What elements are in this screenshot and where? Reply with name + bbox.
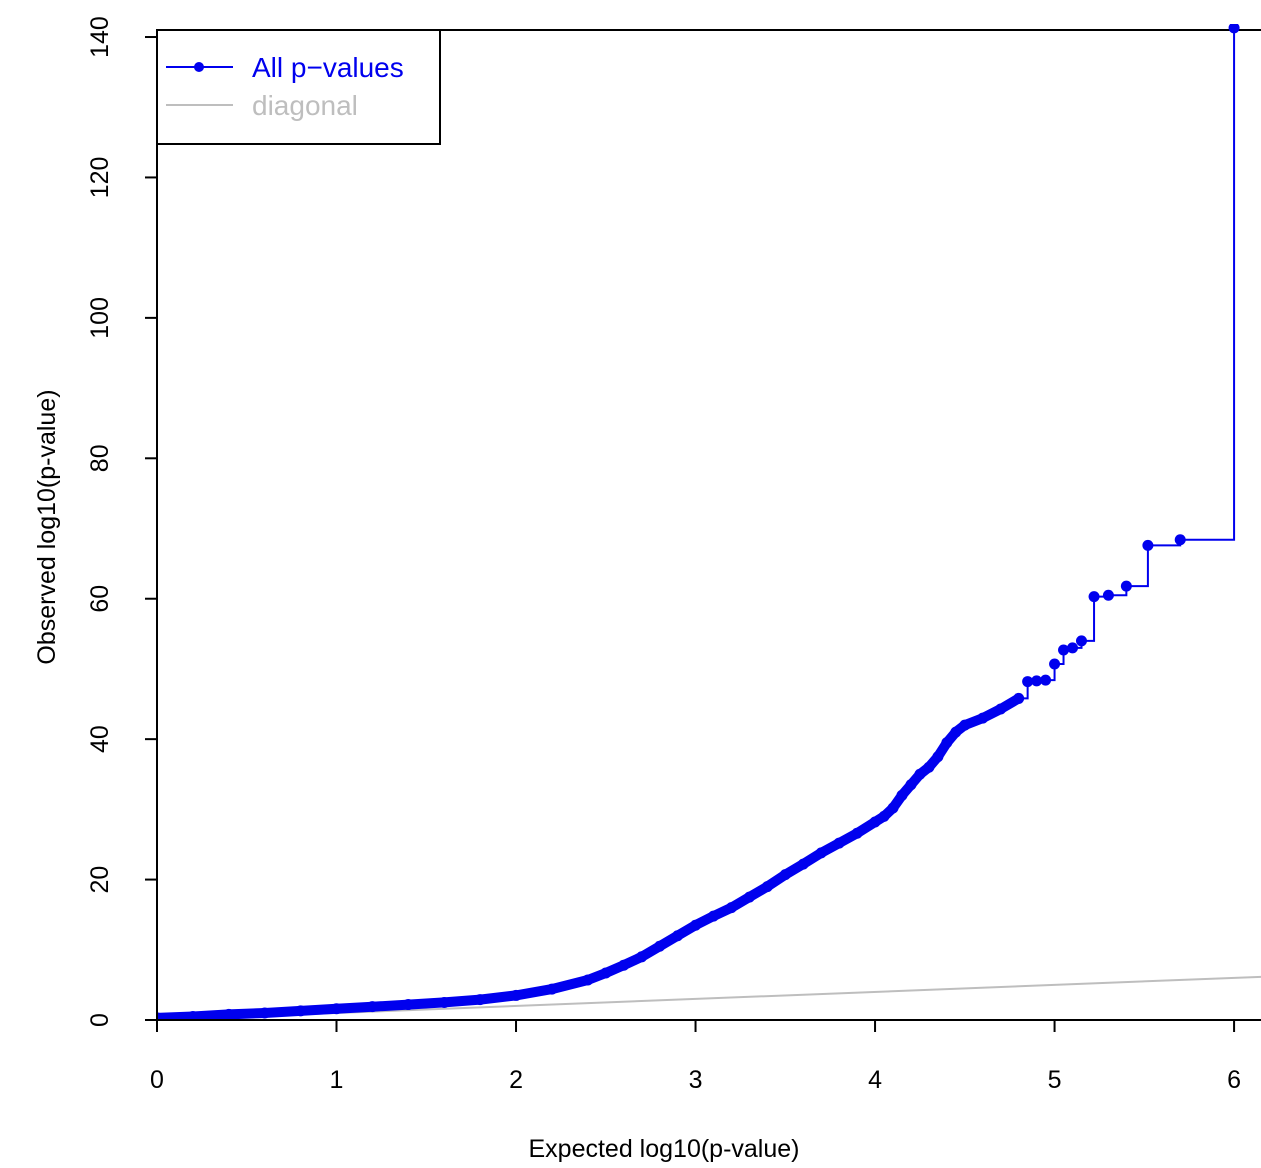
- data-point: [366, 1001, 378, 1013]
- data-point: [1120, 580, 1132, 592]
- data-point: [779, 869, 791, 881]
- data-point: [157, 1012, 163, 1020]
- data-point: [932, 751, 944, 763]
- y-axis-ticks: 0 20 40 60 80 100 120 140: [86, 16, 157, 1027]
- x-axis-title: Expected log10(p-value): [529, 1135, 800, 1163]
- data-point: [295, 1005, 307, 1017]
- data-point: [815, 847, 827, 859]
- data-point: [833, 837, 845, 849]
- data-point: [510, 989, 522, 1001]
- legend-label-all-p-values: All p−values: [252, 52, 404, 83]
- data-point: [743, 891, 755, 903]
- x-tick-label: 0: [150, 1066, 164, 1094]
- data-point: [223, 1008, 235, 1020]
- data-point: [259, 1007, 271, 1019]
- data-point: [797, 858, 809, 870]
- x-tick-label: 4: [868, 1066, 882, 1094]
- y-tick-label: 140: [86, 16, 114, 58]
- data-point: [950, 726, 962, 738]
- data-point: [707, 910, 719, 922]
- data-point: [851, 827, 863, 839]
- y-axis-title: Observed log10(p-value): [33, 389, 61, 664]
- data-point: [725, 902, 737, 914]
- data-point: [654, 940, 666, 952]
- legend-label-diagonal: diagonal: [252, 90, 358, 121]
- data-point: [1013, 692, 1025, 704]
- data-point: [869, 816, 881, 828]
- data-point: [977, 712, 989, 724]
- y-tick-label: 20: [86, 866, 114, 894]
- data-point: [690, 919, 702, 931]
- x-tick-label: 6: [1227, 1066, 1241, 1094]
- data-point: [1031, 675, 1043, 687]
- legend: All p−values diagonal: [156, 29, 441, 145]
- data-point: [187, 1010, 199, 1020]
- y-tick-label: 40: [86, 725, 114, 753]
- series-all-p-values-step-line: [1018, 27, 1236, 700]
- x-tick-label: 1: [330, 1066, 344, 1094]
- data-point: [438, 996, 450, 1008]
- data-point: [636, 951, 648, 963]
- legend-swatch-all-p-values-point: [194, 62, 204, 72]
- data-point: [914, 768, 926, 780]
- data-point: [672, 930, 684, 942]
- legend-box: [156, 29, 441, 145]
- data-point: [618, 959, 630, 971]
- data-point: [1022, 676, 1034, 688]
- data-point: [941, 737, 953, 749]
- data-point: [761, 881, 773, 893]
- y-tick-label: 100: [86, 297, 114, 339]
- data-point: [905, 779, 917, 791]
- data-point: [1102, 589, 1114, 601]
- data-point: [1049, 658, 1061, 670]
- y-tick-label: 80: [86, 444, 114, 472]
- x-axis-ticks: 0 1 2 3 4 5 6: [150, 1020, 1241, 1094]
- y-tick-label: 0: [86, 1013, 114, 1027]
- data-point: [331, 1003, 343, 1015]
- data-point: [1228, 24, 1240, 34]
- data-point: [1040, 674, 1052, 686]
- data-point: [923, 761, 935, 773]
- y-tick-label: 120: [86, 157, 114, 199]
- series-all-p-values-dense-curve: [157, 693, 1024, 1020]
- data-point: [1075, 635, 1087, 647]
- data-point: [878, 810, 890, 822]
- data-point: [402, 999, 414, 1011]
- data-point: [959, 719, 971, 731]
- x-tick-label: 3: [689, 1066, 703, 1094]
- data-point: [887, 802, 899, 814]
- y-tick-label: 60: [86, 585, 114, 613]
- data-point: [995, 703, 1007, 715]
- data-point: [1067, 642, 1079, 654]
- data-point: [600, 967, 612, 979]
- data-point: [1142, 539, 1154, 551]
- x-tick-label: 2: [509, 1066, 523, 1094]
- data-point: [474, 994, 486, 1006]
- plot-area: [157, 24, 1261, 1020]
- data-point: [582, 974, 594, 986]
- data-point: [1174, 534, 1186, 546]
- data-point: [1088, 591, 1100, 603]
- data-point: [546, 983, 558, 995]
- x-tick-label: 5: [1048, 1066, 1062, 1094]
- data-point: [896, 789, 908, 801]
- data-point: [1058, 644, 1070, 656]
